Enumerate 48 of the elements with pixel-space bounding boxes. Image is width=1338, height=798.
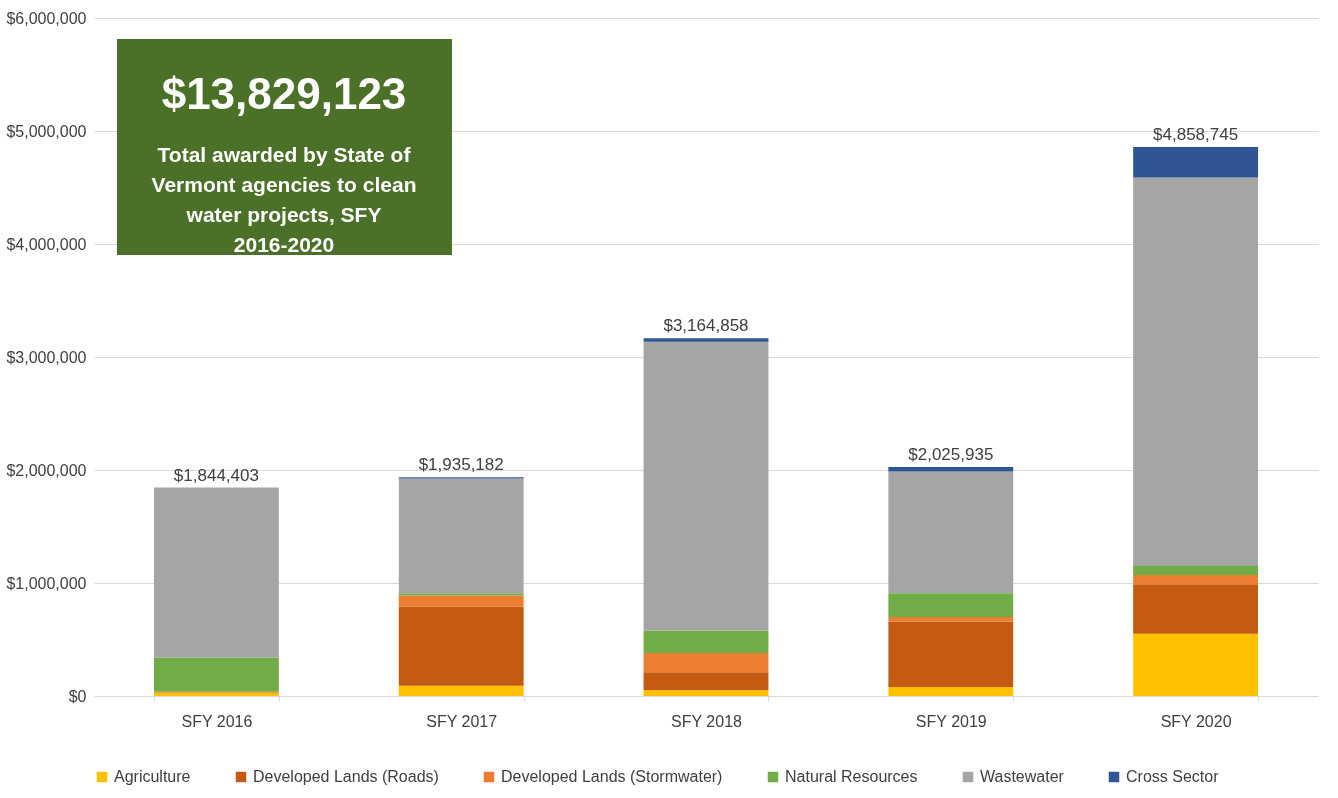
y-tick-label: $0 — [68, 687, 87, 705]
bar — [398, 595, 524, 607]
x-tick-label: SFY 2019 — [915, 712, 987, 730]
bar — [643, 341, 769, 631]
bar — [888, 686, 1014, 696]
x-tick-label: SFY 2020 — [1160, 712, 1232, 730]
bar — [1133, 566, 1259, 576]
legend-label: Wastewater — [980, 768, 1065, 785]
y-tick-label: $5,000,000 — [6, 122, 87, 140]
x-tick-label: SFY 2017 — [426, 712, 498, 730]
bar — [153, 487, 279, 658]
bar — [1133, 633, 1259, 696]
annotation: $13,829,123 — [161, 69, 407, 118]
bar — [398, 478, 524, 594]
total-label: $4,858,745 — [1153, 124, 1239, 144]
bar — [398, 606, 524, 686]
legend-label: Cross Sector — [1126, 768, 1220, 785]
bar — [888, 621, 1014, 687]
bar — [888, 467, 1014, 472]
x-tick-label: SFY 2016 — [181, 712, 253, 730]
legend-label: Natural Resources — [785, 768, 918, 785]
y-tick-label: $3,000,000 — [6, 348, 87, 366]
bar — [643, 338, 769, 342]
total-label: $3,164,858 — [663, 316, 749, 336]
total-label: $1,844,403 — [173, 465, 259, 485]
legend-label: Developed Lands (Roads) — [253, 768, 439, 785]
bar — [643, 653, 769, 673]
total-label: $1,935,182 — [418, 455, 504, 475]
y-tick-label: $4,000,000 — [6, 235, 87, 253]
bar — [1133, 146, 1259, 178]
bar — [1133, 584, 1259, 634]
bar — [643, 630, 769, 654]
bar — [1133, 177, 1259, 567]
legend-label: Agriculture — [114, 768, 191, 785]
y-tick-label: $2,000,000 — [6, 461, 87, 479]
y-tick-label: $1,000,000 — [6, 574, 87, 592]
y-tick-label: $6,000,000 — [6, 9, 87, 27]
annotation: Total awarded by State of Vermont agencies to clean water projects, SFY 2016-2020 — [151, 143, 417, 256]
legend-label: Developed Lands (Stormwater) — [501, 768, 723, 785]
bar — [643, 690, 769, 696]
bar — [888, 593, 1014, 617]
x-tick-label: SFY 2018 — [671, 712, 743, 730]
bar — [643, 672, 769, 691]
bar — [398, 685, 524, 696]
bar — [1133, 575, 1259, 585]
bar — [153, 657, 279, 692]
total-label: $2,025,935 — [908, 445, 994, 465]
bar — [888, 471, 1014, 594]
